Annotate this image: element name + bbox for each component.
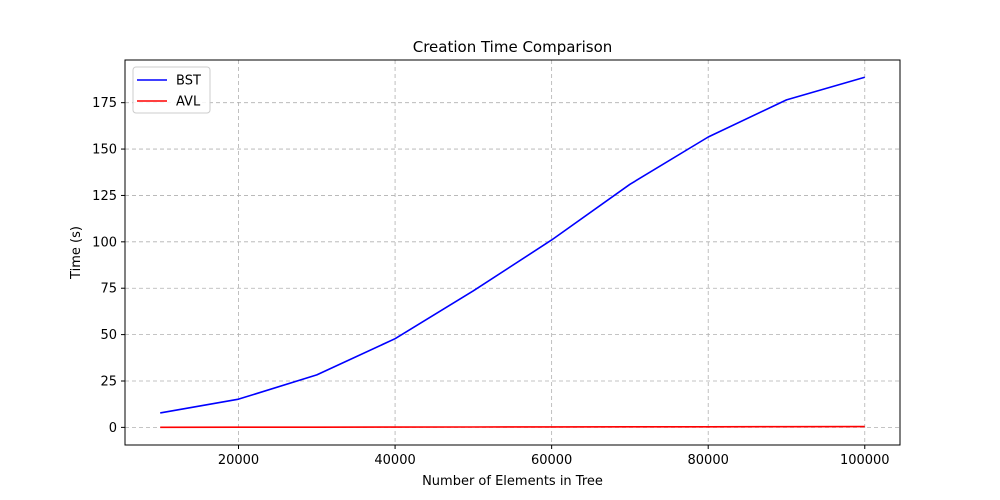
x-axis-label: Number of Elements in Tree (422, 474, 603, 489)
y-axis-ticks: 0 25 50 75 100 125 150 175 (92, 96, 125, 436)
series-lines (160, 76, 865, 429)
x-tick-label: 60000 (531, 453, 572, 468)
y-axis-label: Time (s) (69, 226, 84, 280)
y-tick-label: 150 (92, 143, 117, 158)
series-line-avl (160, 425, 865, 429)
series-line-bst (160, 76, 865, 414)
y-tick-label: 0 (109, 421, 117, 436)
x-tick-label: 80000 (688, 453, 729, 468)
y-tick-label: 125 (92, 189, 117, 204)
y-tick-label: 100 (92, 235, 117, 250)
y-tick-label: 25 (100, 374, 117, 389)
y-tick-label: 175 (92, 96, 117, 111)
x-tick-label: 20000 (218, 453, 259, 468)
y-tick-label: 50 (100, 328, 117, 343)
x-tick-label: 40000 (374, 453, 415, 468)
legend: BST AVL (132, 66, 211, 114)
legend-label-avl: AVL (176, 95, 201, 110)
legend-label-bst: BST (176, 74, 201, 89)
x-tick-label: 100000 (840, 453, 890, 468)
chart-title: Creation Time Comparison (413, 38, 613, 56)
y-tick-label: 75 (100, 282, 117, 297)
x-axis-ticks: 20000 40000 60000 80000 100000 (218, 445, 890, 468)
grid (125, 60, 900, 445)
plot-frame (124, 59, 901, 446)
